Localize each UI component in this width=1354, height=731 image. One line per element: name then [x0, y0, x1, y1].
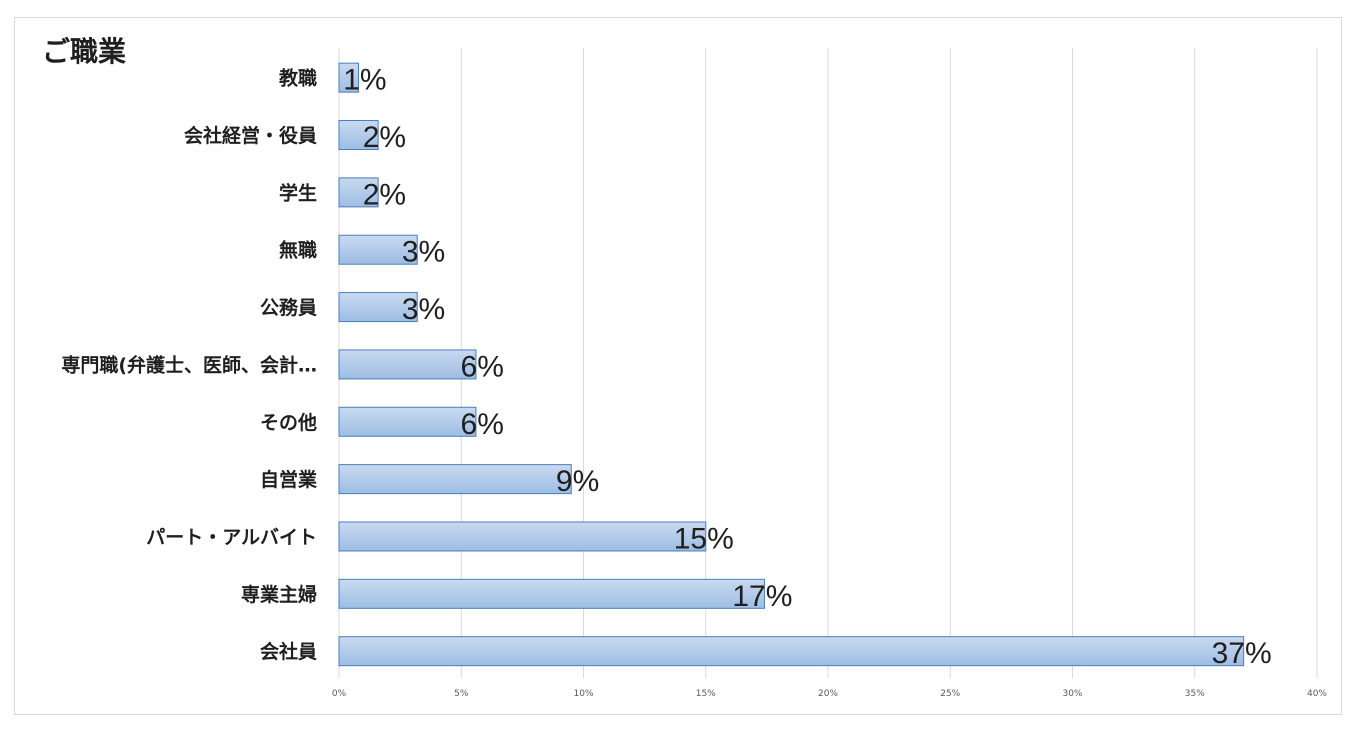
x-tick-label: 30% [1062, 689, 1082, 699]
x-axis-tick-labels: 0% 5% 10% 15% 20% 25% 30% 35% 40% [332, 689, 1328, 699]
bars [338, 62, 1245, 667]
category-label: 無職 [279, 239, 317, 262]
x-tick-label: 35% [1185, 689, 1205, 699]
data-label: 15% [674, 522, 734, 555]
data-label: 2% [363, 121, 406, 154]
bar [338, 578, 765, 609]
bar [338, 62, 360, 93]
x-tick-label: 5% [454, 689, 469, 699]
x-tick-label: 25% [940, 689, 960, 699]
category-label: 学生 [279, 181, 317, 204]
bar [338, 120, 379, 151]
data-labels: 1% 2% 2% 3% 3% 6% 6% 9% 15% 17% 37% [343, 64, 1272, 670]
bar [338, 406, 477, 437]
x-tick-label: 15% [696, 689, 716, 699]
data-label: 6% [461, 408, 504, 441]
category-label: 教職 [279, 67, 317, 90]
x-tick-label: 0% [332, 689, 347, 699]
data-label: 1% [343, 64, 386, 97]
category-label: 専門職(弁護士、医師、会計… [61, 353, 317, 376]
data-label: 9% [556, 465, 599, 498]
bar [338, 292, 418, 323]
x-tick-label: 40% [1307, 689, 1327, 699]
data-label: 3% [402, 293, 445, 326]
x-tick-label: 10% [573, 689, 593, 699]
bar [338, 521, 707, 552]
category-label: 会社員 [260, 640, 317, 663]
category-label: 会社経営・役員 [184, 124, 317, 147]
gridlines [338, 48, 1318, 678]
bar [338, 234, 418, 265]
data-label: 6% [461, 350, 504, 383]
category-label: パート・アルバイト [146, 526, 317, 548]
x-tick-label: 20% [818, 689, 838, 699]
data-label: 3% [402, 236, 445, 269]
data-label: 17% [732, 580, 792, 613]
category-label: 専業主婦 [241, 583, 317, 606]
category-label: その他 [260, 411, 317, 434]
category-label: 公務員 [260, 296, 317, 319]
bar [338, 464, 572, 495]
category-label: 自営業 [260, 468, 318, 491]
bar [338, 349, 477, 380]
data-label: 2% [363, 178, 406, 211]
bar [338, 177, 379, 208]
data-label: 37% [1212, 637, 1272, 670]
chart-title: ご職業 [42, 35, 127, 68]
bar [338, 636, 1245, 667]
